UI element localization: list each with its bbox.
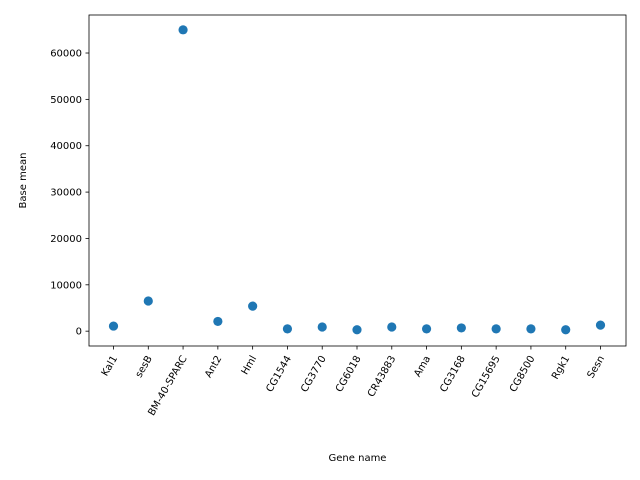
plot-frame (88, 14, 627, 347)
data-point (421, 324, 432, 334)
y-tick-label: 40000 (50, 141, 82, 152)
x-tick-label: CG15695 (470, 354, 503, 400)
data-point (248, 301, 258, 311)
x-tick-label: CR43883 (366, 354, 398, 399)
x-tick-label: Sesn (586, 354, 608, 380)
x-tick-label: sesB (134, 354, 155, 380)
x-tick-label: BM-40-SPARC (146, 354, 189, 418)
x-tick-label: CG6018 (334, 354, 364, 394)
y-axis-label: Base mean (18, 153, 29, 209)
x-tick-label: Hml (240, 354, 260, 377)
data-point (352, 325, 362, 335)
data-point (561, 325, 571, 335)
data-point (178, 25, 188, 35)
data-point (143, 296, 153, 306)
x-tick-label: CG8500 (508, 354, 538, 394)
data-points (108, 25, 606, 335)
data-point (595, 320, 606, 330)
data-point (282, 324, 293, 334)
y-tick-label: 30000 (50, 188, 82, 199)
data-point (213, 316, 223, 327)
y-axis-ticks: 0 10000 20000 30000 40000 50000 60000 (50, 49, 89, 338)
x-tick-label: Rgk1 (550, 354, 572, 382)
y-tick-label: 10000 (50, 280, 82, 291)
data-point (526, 324, 536, 334)
data-point (387, 322, 397, 332)
x-tick-label: Ant2 (203, 354, 224, 380)
data-point (108, 321, 119, 331)
y-tick-label: 50000 (50, 95, 82, 106)
data-point (456, 323, 466, 333)
y-tick-label: 20000 (50, 234, 82, 245)
y-tick-label: 0 (76, 327, 82, 338)
y-tick-label: 60000 (50, 49, 82, 60)
x-tick-label: CG1544 (264, 354, 294, 394)
x-axis-label: Gene name (329, 453, 387, 464)
data-point (317, 322, 327, 332)
data-point (491, 324, 501, 334)
x-tick-label: Kal1 (100, 354, 120, 378)
x-tick-label: CG3770 (299, 354, 329, 394)
x-tick-label: Ama (412, 354, 433, 379)
x-tick-label: CG3168 (438, 354, 468, 394)
